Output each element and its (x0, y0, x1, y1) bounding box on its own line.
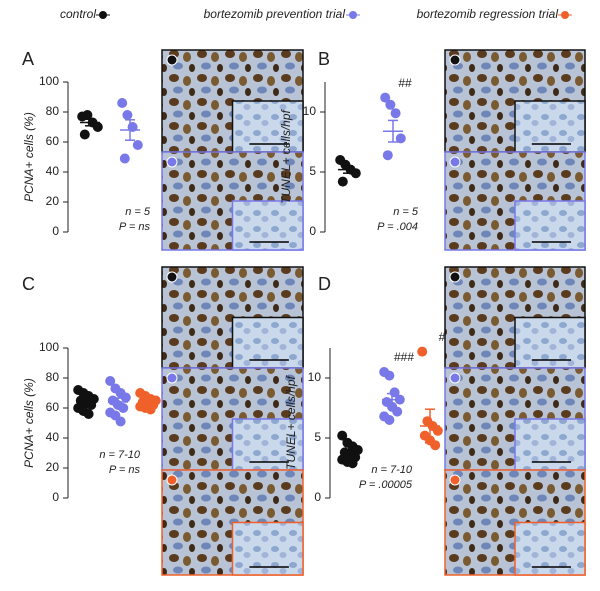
annotation: n = 5 (393, 206, 419, 218)
dot (118, 403, 129, 413)
y-tick-label: 40 (46, 164, 60, 178)
y-tick-label: 0 (314, 490, 321, 504)
group-dot (166, 474, 178, 486)
y-tick-label: 60 (46, 400, 60, 414)
dot (347, 458, 358, 469)
annotation: n = 7-10 (371, 464, 413, 476)
dot (390, 108, 401, 119)
legend-marker (99, 11, 107, 19)
group-dot (449, 156, 461, 168)
group-dot (449, 54, 461, 66)
y-axis-label: PCNA+ cells (%) (22, 378, 36, 468)
y-tick-label: 20 (46, 460, 60, 474)
group-dot (449, 372, 461, 384)
y-tick-label: 10 (303, 104, 317, 118)
legend-label: bortezomib prevention trial (204, 7, 346, 21)
y-tick-label: 10 (308, 370, 322, 384)
significance: ### (394, 350, 414, 364)
dot (105, 376, 116, 386)
dot (382, 150, 393, 161)
dot (392, 406, 403, 417)
y-tick-label: 100 (39, 74, 59, 88)
annotation: n = 7-10 (99, 449, 141, 461)
y-tick-label: 80 (46, 370, 60, 384)
group-dot (166, 54, 178, 66)
dot (79, 129, 90, 140)
dot (350, 168, 361, 179)
y-tick-label: 5 (314, 430, 321, 444)
panel-label: A (22, 49, 34, 69)
legend-label: bortezomib regression trial (417, 7, 559, 21)
group-dot (166, 271, 178, 283)
annotation: P = .00005 (359, 479, 413, 491)
y-tick-label: 0 (52, 224, 59, 238)
dot (384, 415, 395, 425)
annotation: P = ns (119, 221, 151, 233)
annotation: P = .004 (377, 221, 418, 233)
y-axis-label: TUNEL+ cells/hpf (284, 374, 298, 469)
dot (122, 110, 133, 120)
panel-label: C (22, 274, 35, 294)
y-tick-label: 60 (46, 134, 60, 148)
dot (83, 409, 94, 419)
dot (82, 110, 93, 120)
y-axis-label: TUNEL+ cells/hpf (279, 108, 293, 203)
y-tick-label: 80 (46, 104, 60, 118)
dot (132, 140, 143, 150)
dot (119, 153, 130, 164)
y-tick-label: 20 (46, 194, 60, 208)
dot (92, 122, 103, 132)
dot (385, 99, 396, 110)
dot (430, 440, 441, 451)
y-tick-label: 100 (39, 340, 59, 354)
dot (120, 392, 131, 403)
legend-marker (349, 11, 357, 19)
panel-label: B (318, 49, 330, 69)
dot (380, 92, 391, 103)
group-dot (449, 474, 461, 486)
panel-label: D (318, 274, 331, 294)
legend-marker (561, 11, 569, 19)
dot (417, 346, 428, 357)
dot (115, 416, 126, 427)
dot (337, 430, 348, 441)
y-tick-label: 0 (52, 490, 59, 504)
dot (145, 404, 156, 415)
annotation: n = 5 (125, 206, 151, 218)
dot (395, 133, 406, 144)
group-dot (166, 372, 178, 384)
y-axis-label: PCNA+ cells (%) (22, 112, 36, 202)
y-tick-label: 40 (46, 430, 60, 444)
y-tick-label: 5 (309, 164, 316, 178)
legend-label: control (60, 7, 96, 21)
y-tick-label: 0 (309, 224, 316, 238)
group-dot (166, 156, 178, 168)
annotation: P = ns (109, 464, 141, 476)
dot (384, 370, 395, 381)
significance: # (439, 330, 446, 344)
dot (432, 425, 443, 436)
significance: ## (398, 76, 412, 90)
dot (117, 98, 128, 108)
group-dot (449, 271, 461, 283)
dot (337, 176, 348, 187)
